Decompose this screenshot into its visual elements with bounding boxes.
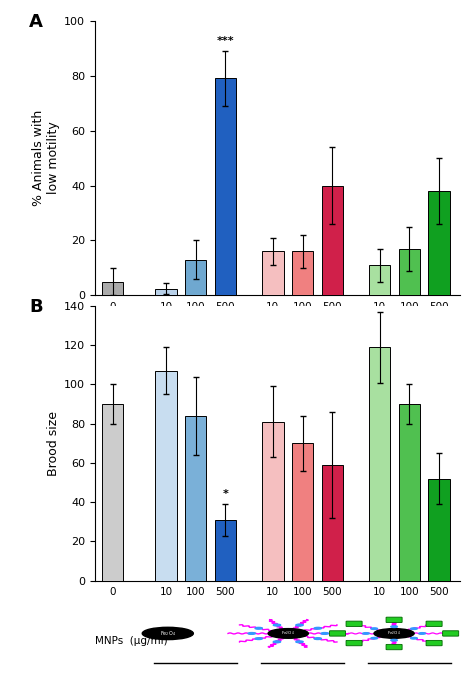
Circle shape — [248, 633, 255, 634]
Bar — [428, 191, 450, 295]
FancyBboxPatch shape — [426, 640, 442, 646]
Circle shape — [410, 638, 417, 639]
Circle shape — [314, 638, 321, 640]
Bar — [399, 249, 420, 295]
Text: $\mathrm{Fe_2O_4}$: $\mathrm{Fe_2O_4}$ — [281, 630, 295, 638]
Bar — [185, 260, 206, 295]
Circle shape — [255, 638, 263, 640]
Circle shape — [273, 624, 281, 626]
Circle shape — [371, 638, 377, 639]
FancyBboxPatch shape — [346, 621, 362, 626]
Circle shape — [363, 633, 369, 634]
FancyBboxPatch shape — [346, 640, 362, 646]
Text: $\mathrm{Fe_2O_4}$: $\mathrm{Fe_2O_4}$ — [387, 630, 401, 638]
FancyBboxPatch shape — [329, 631, 346, 636]
Bar — [292, 444, 313, 581]
FancyBboxPatch shape — [426, 621, 442, 626]
Bar — [321, 186, 343, 295]
FancyBboxPatch shape — [386, 617, 402, 622]
Bar — [155, 288, 177, 295]
Circle shape — [419, 633, 426, 634]
Circle shape — [410, 628, 417, 629]
Text: MNPs  (μg/ml): MNPs (μg/ml) — [95, 351, 167, 360]
Circle shape — [255, 627, 263, 629]
Bar — [399, 404, 420, 581]
FancyBboxPatch shape — [443, 631, 459, 636]
Circle shape — [296, 641, 303, 642]
Y-axis label: Brood size: Brood size — [47, 411, 60, 476]
Circle shape — [268, 629, 308, 638]
Text: MG: MG — [187, 414, 205, 423]
Circle shape — [296, 624, 303, 626]
Bar — [155, 371, 177, 581]
Bar — [292, 252, 313, 295]
Text: A: A — [29, 12, 43, 30]
Circle shape — [374, 629, 414, 638]
Text: ***: *** — [217, 35, 234, 46]
Text: MNPs  (μg/ml): MNPs (μg/ml) — [95, 635, 167, 646]
Bar — [262, 252, 283, 295]
Bar — [102, 281, 123, 295]
Bar — [102, 404, 123, 581]
Bar — [215, 78, 236, 295]
Bar — [369, 347, 391, 581]
Circle shape — [391, 640, 397, 641]
Circle shape — [321, 633, 328, 634]
Bar — [262, 422, 283, 581]
FancyBboxPatch shape — [386, 644, 402, 650]
Y-axis label: % Animals with
low motility: % Animals with low motility — [32, 110, 60, 207]
Text: *: * — [222, 489, 228, 499]
Bar — [369, 265, 391, 295]
Text: $\mathrm{Fe_2O_4}$: $\mathrm{Fe_2O_4}$ — [160, 629, 176, 638]
Circle shape — [142, 627, 193, 640]
Bar — [428, 479, 450, 581]
Circle shape — [273, 641, 281, 642]
Bar — [215, 520, 236, 581]
Circle shape — [391, 626, 397, 627]
Bar — [185, 416, 206, 581]
Bar — [321, 465, 343, 581]
Text: B: B — [29, 298, 43, 316]
Circle shape — [314, 627, 321, 629]
Text: MG@OA: MG@OA — [280, 414, 325, 423]
Text: MG@OA-βCD2: MG@OA-βCD2 — [370, 414, 449, 423]
Circle shape — [371, 628, 377, 629]
